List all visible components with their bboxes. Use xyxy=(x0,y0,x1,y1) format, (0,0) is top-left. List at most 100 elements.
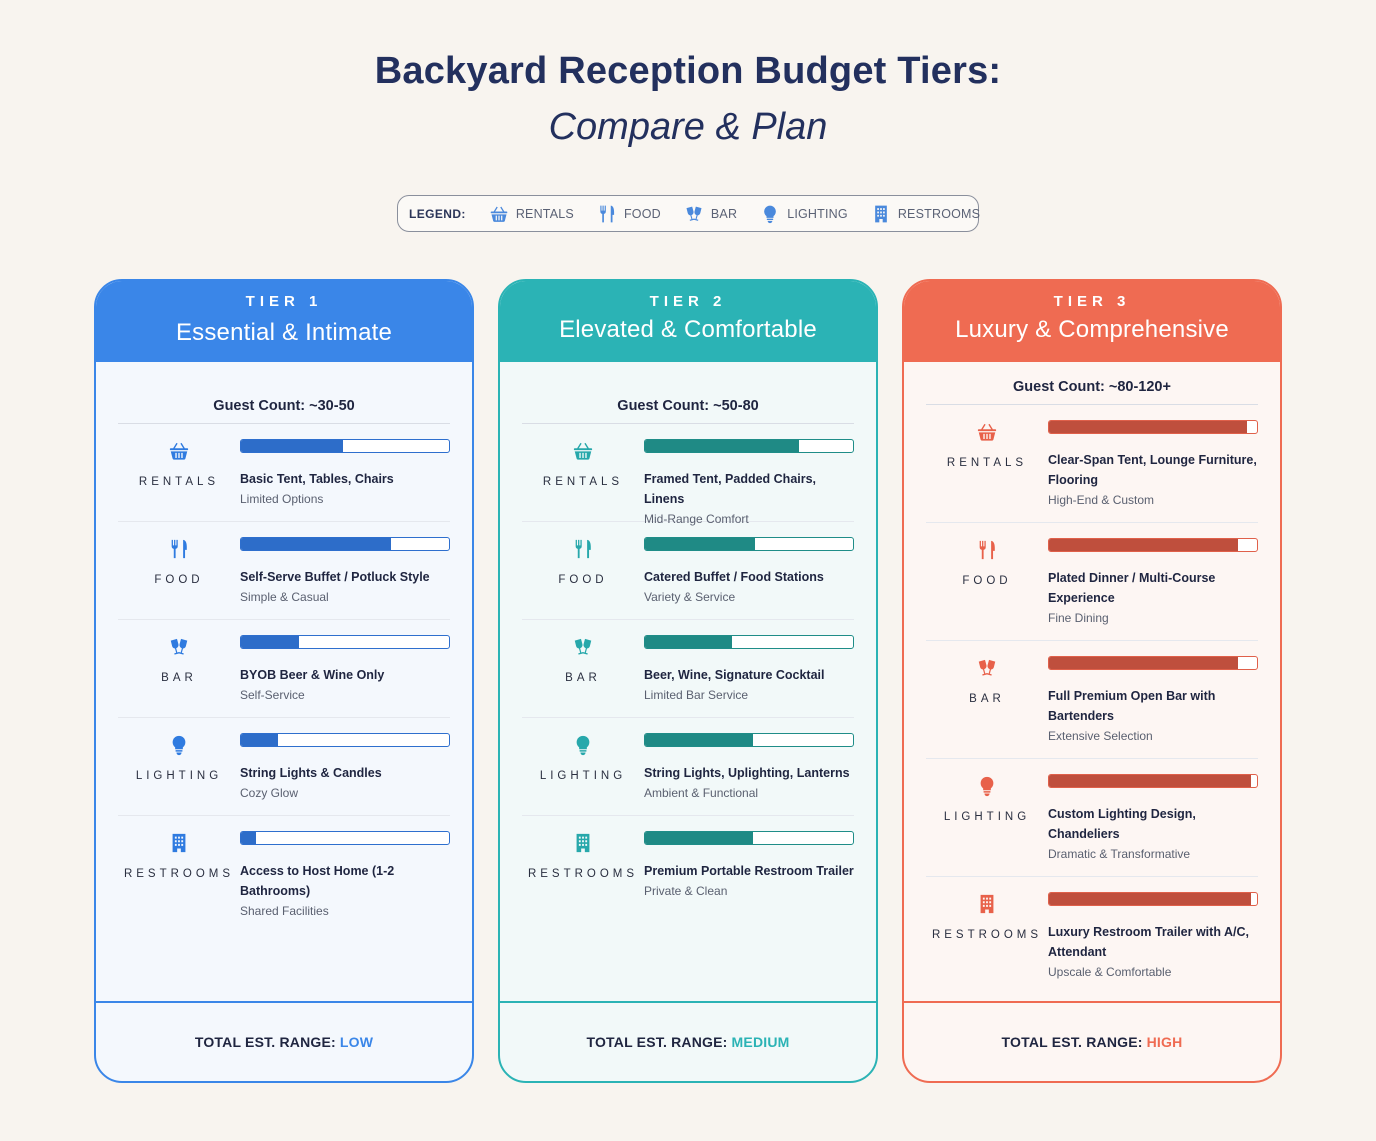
category-note: Variety & Service xyxy=(644,590,736,604)
category-item: Framed Tent, Padded Chairs, Linens xyxy=(644,472,817,506)
category-info: Access to Host Home (1-2 Bathrooms) Share… xyxy=(240,816,450,934)
category-note: Ambient & Functional xyxy=(644,786,759,800)
category-row-food: FOOD Catered Buffet / Food Stations Variet… xyxy=(522,522,854,620)
category-name: RESTROOMS xyxy=(527,868,639,880)
category-note: Mid-Range Comfort xyxy=(644,512,749,526)
basket-icon xyxy=(488,203,510,225)
budget-level-bar xyxy=(240,831,450,845)
budget-level-fill xyxy=(645,538,756,550)
tier-kicker: TIER 1 xyxy=(245,293,323,310)
category-name: RENTALS xyxy=(542,476,624,488)
cocktail-glasses-icon xyxy=(683,203,705,225)
category-row-food: FOOD Self-Serve Buffet / Potluck Style Sim… xyxy=(118,522,450,620)
category-cell: BAR xyxy=(118,620,240,717)
total-range: TOTAL EST. RANGE: MEDIUM xyxy=(500,1001,876,1081)
total-range: TOTAL EST. RANGE: HIGH xyxy=(904,1001,1280,1081)
category-item: Luxury Restroom Trailer with A/C, Attend… xyxy=(1048,925,1249,959)
category-item: Full Premium Open Bar with Bartenders xyxy=(1048,689,1216,723)
utensils-icon xyxy=(118,538,240,562)
category-name: RENTALS xyxy=(138,476,220,488)
category-name: BAR xyxy=(969,693,1005,705)
category-cell: LIGHTING xyxy=(926,759,1048,876)
legend-item-label: FOOD xyxy=(623,206,661,221)
tier-header: TIER 1 Essential & Intimate xyxy=(96,281,472,362)
category-note: Fine Dining xyxy=(1048,611,1109,625)
tier-kicker: TIER 3 xyxy=(1053,293,1131,310)
category-cell: BAR xyxy=(926,641,1048,758)
category-info: Plated Dinner / Multi-Course Experience F… xyxy=(1048,523,1258,640)
category-cell: FOOD xyxy=(522,522,644,619)
category-info: Premium Portable Restroom Trailer Private… xyxy=(644,816,854,914)
category-info: Full Premium Open Bar with Bartenders Ext… xyxy=(1048,641,1258,758)
tier-header: TIER 3 Luxury & Comprehensive xyxy=(904,281,1280,362)
lightbulb-icon xyxy=(926,775,1048,799)
category-name: RENTALS xyxy=(946,457,1028,469)
total-range-label: TOTAL EST. RANGE: xyxy=(586,1034,728,1050)
category-name: RESTROOMS xyxy=(931,929,1043,941)
category-item: String Lights, Uplighting, Lanterns xyxy=(644,766,850,780)
budget-level-fill xyxy=(645,734,754,746)
total-range-label: TOTAL EST. RANGE: xyxy=(1001,1034,1143,1050)
budget-level-bar xyxy=(240,733,450,747)
category-note: Cozy Glow xyxy=(240,786,299,800)
tier-card-2: TIER 2 Elevated & Comfortable Guest Count:… xyxy=(498,279,878,1083)
budget-level-fill xyxy=(241,734,279,746)
cocktail-glasses-icon xyxy=(522,636,644,660)
budget-level-fill xyxy=(1049,539,1239,551)
guest-count: Guest Count: ~80-120+ xyxy=(926,379,1258,405)
category-note: High-End & Custom xyxy=(1048,493,1155,507)
category-cell: RENTALS xyxy=(118,424,240,521)
category-row-rentals: RENTALS Basic Tent, Tables, Chairs Limited… xyxy=(118,424,450,522)
category-cell: LIGHTING xyxy=(522,718,644,815)
building-icon xyxy=(926,893,1048,917)
lightbulb-icon xyxy=(522,734,644,758)
budget-level-fill xyxy=(241,832,256,844)
legend: LEGEND: RENTALS FOOD BAR LIGHTING RESTRO… xyxy=(397,195,980,232)
category-item: Beer, Wine, Signature Cocktail xyxy=(644,668,825,682)
budget-level-bar xyxy=(644,635,854,649)
tier-name: Elevated & Comfortable xyxy=(559,316,817,343)
category-name: LIGHTING xyxy=(539,770,627,782)
cocktail-glasses-icon xyxy=(118,636,240,660)
category-name: FOOD xyxy=(558,574,608,586)
category-cell: RENTALS xyxy=(522,424,644,521)
category-item: Clear-Span Tent, Lounge Furniture, Floor… xyxy=(1048,453,1257,487)
category-item: Plated Dinner / Multi-Course Experience xyxy=(1048,571,1216,605)
category-info: BYOB Beer & Wine Only Self-Service xyxy=(240,620,450,717)
utensils-icon xyxy=(596,203,618,225)
total-range-label: TOTAL EST. RANGE: xyxy=(194,1034,336,1050)
category-row-restrooms: RESTROOMS Luxury Restroom Trailer with A/… xyxy=(926,877,1258,995)
lightbulb-icon xyxy=(759,203,781,225)
category-cell: RESTROOMS xyxy=(118,816,240,934)
category-row-rentals: RENTALS Clear-Span Tent, Lounge Furniture… xyxy=(926,405,1258,523)
legend-item-bar: BAR xyxy=(683,203,737,225)
category-row-restrooms: RESTROOMS Access to Host Home (1-2 Bathro… xyxy=(118,816,450,934)
category-name: LIGHTING xyxy=(135,770,223,782)
basket-icon xyxy=(926,421,1048,445)
page-title: Backyard Reception Budget Tiers: xyxy=(374,50,1002,92)
total-range-value: LOW xyxy=(339,1034,374,1050)
category-item: Premium Portable Restroom Trailer xyxy=(644,864,854,878)
category-name: LIGHTING xyxy=(943,811,1031,823)
category-info: String Lights, Uplighting, Lanterns Ambie… xyxy=(644,718,854,815)
category-row-lighting: LIGHTING String Lights & Candles Cozy Glow xyxy=(118,718,450,816)
category-name: BAR xyxy=(565,672,601,684)
budget-level-bar xyxy=(1048,892,1258,906)
category-name: BAR xyxy=(161,672,197,684)
legend-item-lighting: LIGHTING xyxy=(759,203,848,225)
category-row-restrooms: RESTROOMS Premium Portable Restroom Trail… xyxy=(522,816,854,914)
category-name: FOOD xyxy=(962,575,1012,587)
budget-level-bar xyxy=(1048,656,1258,670)
category-info: Custom Lighting Design, Chandeliers Drama… xyxy=(1048,759,1258,876)
budget-level-bar xyxy=(1048,774,1258,788)
category-row-rentals: RENTALS Framed Tent, Padded Chairs, Linen… xyxy=(522,424,854,526)
category-info: Framed Tent, Padded Chairs, Linens Mid-Ra… xyxy=(644,424,854,526)
category-list: RENTALS Framed Tent, Padded Chairs, Linen… xyxy=(522,424,854,914)
category-row-bar: BAR BYOB Beer & Wine Only Self-Service xyxy=(118,620,450,718)
basket-icon xyxy=(118,440,240,464)
tier-card-1: TIER 1 Essential & Intimate Guest Count: ~… xyxy=(94,279,474,1083)
tier-name: Luxury & Comprehensive xyxy=(955,316,1229,343)
budget-level-fill xyxy=(241,636,300,648)
legend-item-food: FOOD xyxy=(596,203,661,225)
category-note: Dramatic & Transformative xyxy=(1048,847,1191,861)
